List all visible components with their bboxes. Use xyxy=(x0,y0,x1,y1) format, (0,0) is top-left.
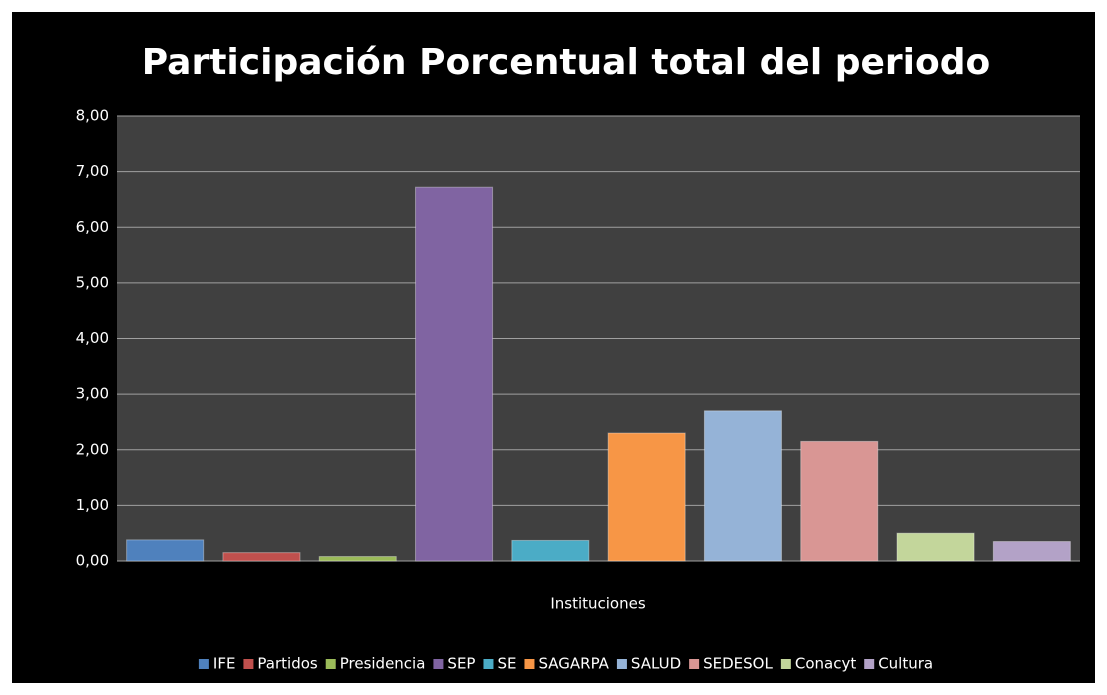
legend-swatch xyxy=(524,659,535,669)
y-tick-label: 1,00 xyxy=(76,496,109,514)
bar xyxy=(222,552,301,562)
legend-swatch xyxy=(325,659,336,669)
legend-label: SAGARPA xyxy=(538,655,609,673)
legend-label: Conacyt xyxy=(795,655,856,673)
legend-label: Partidos xyxy=(257,655,317,673)
y-tick-label: 5,00 xyxy=(76,273,109,291)
bar xyxy=(126,539,205,562)
y-tick-label: 2,00 xyxy=(76,440,109,458)
chart-title: Participación Porcentual total del perio… xyxy=(142,42,990,83)
y-tick-label: 0,00 xyxy=(76,552,109,570)
legend-label: SE xyxy=(497,655,516,673)
legend-label: IFE xyxy=(213,655,236,673)
y-tick-label: 8,00 xyxy=(76,107,109,125)
bar xyxy=(992,541,1071,562)
bar xyxy=(607,432,686,562)
y-tick-label: 7,00 xyxy=(76,162,109,180)
legend-swatch xyxy=(198,659,209,669)
bar xyxy=(511,539,590,562)
legend-swatch xyxy=(243,659,254,669)
legend-swatch xyxy=(616,659,627,669)
y-tick-label: 3,00 xyxy=(76,385,109,403)
x-axis-label: Instituciones xyxy=(550,595,646,613)
legend-swatch xyxy=(689,659,700,669)
y-tick-label: 6,00 xyxy=(76,218,109,236)
legend-label: SEP xyxy=(447,655,475,673)
bar xyxy=(800,440,879,562)
y-tick-label: 4,00 xyxy=(76,329,109,347)
legend-swatch xyxy=(433,659,444,669)
legend-label: Cultura xyxy=(878,655,933,673)
legend-label: SALUD xyxy=(631,655,681,673)
legend-label: SEDESOL xyxy=(703,655,773,673)
bar xyxy=(415,186,494,562)
bar xyxy=(896,532,975,562)
legend-swatch xyxy=(864,659,875,669)
legend-swatch xyxy=(483,659,494,669)
bar xyxy=(318,556,397,562)
bar xyxy=(703,410,782,562)
legend-label: Presidencia xyxy=(340,655,426,673)
legend-swatch xyxy=(780,659,791,669)
